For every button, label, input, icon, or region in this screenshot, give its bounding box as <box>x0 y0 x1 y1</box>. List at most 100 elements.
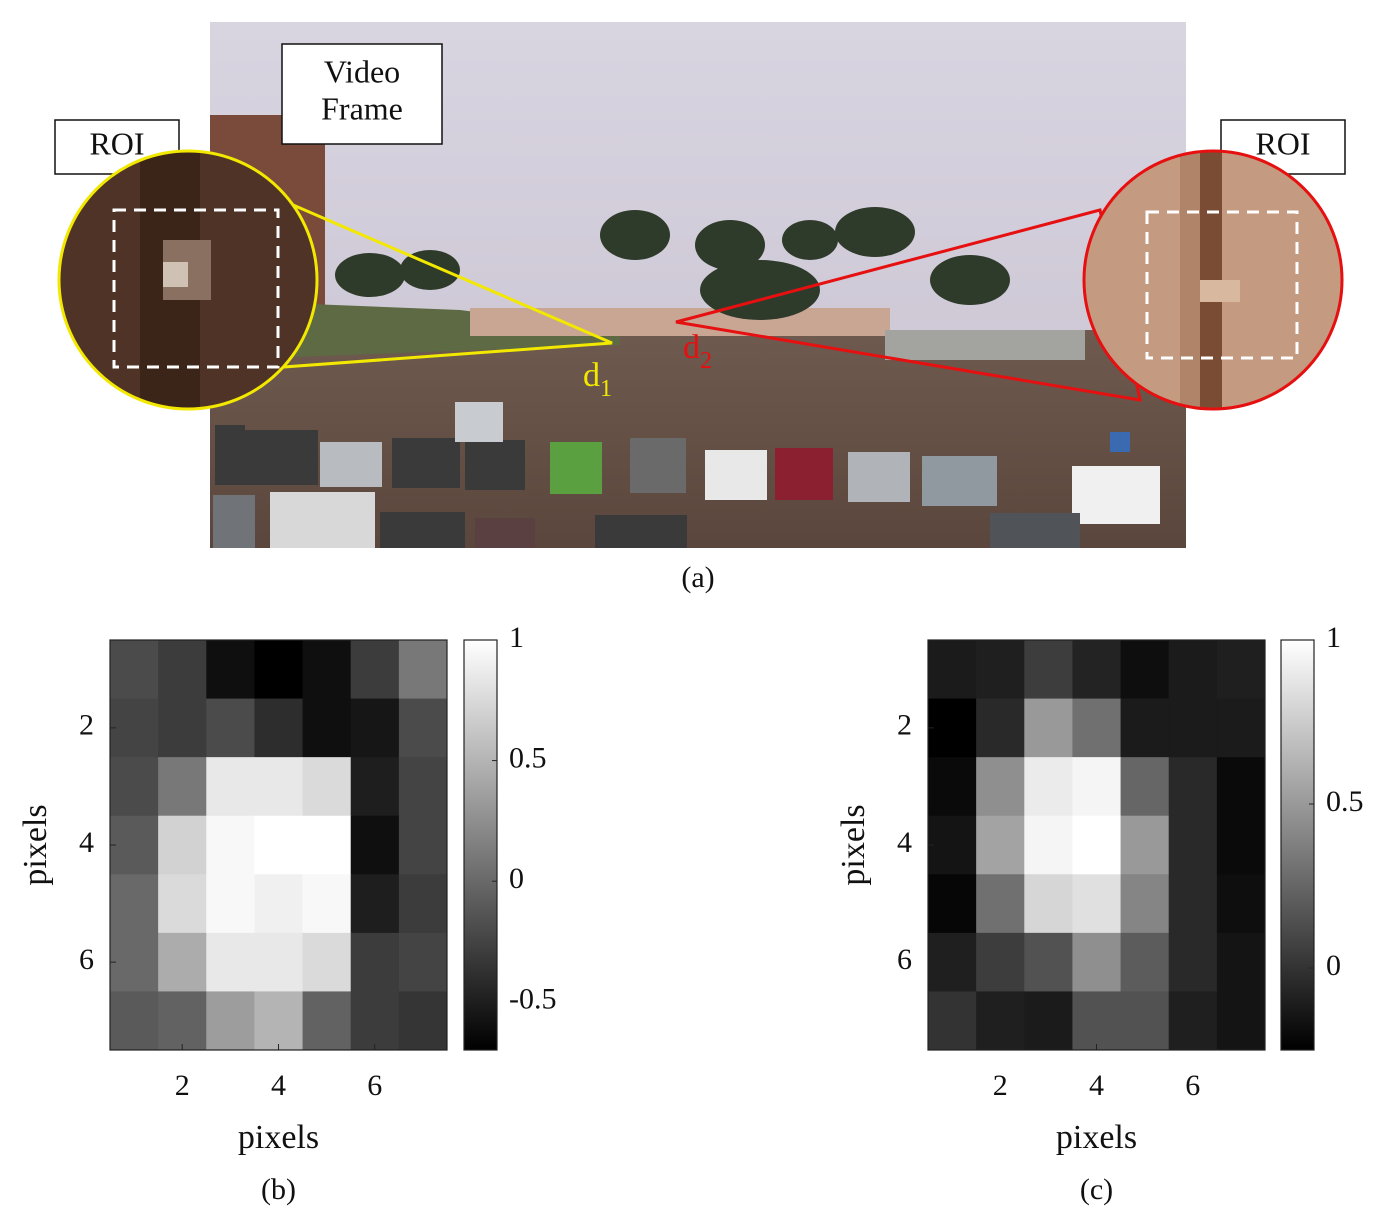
heatmap-cell <box>398 932 448 992</box>
x-tick-label: 2 <box>175 1069 190 1102</box>
heatmap-cell <box>350 757 400 817</box>
heatmap-cell <box>302 698 352 758</box>
heatmap-cell <box>110 932 159 992</box>
heatmap-cell <box>928 757 977 817</box>
heatmap-cell <box>398 991 448 1051</box>
heatmap-cell <box>928 874 977 934</box>
colorbar-tick-label: 0 <box>509 862 524 895</box>
heatmap-cell <box>976 991 1025 1051</box>
colorbar-tick-label: 0 <box>1326 949 1341 982</box>
heatmap-cell <box>976 932 1025 992</box>
heatmap-cell <box>110 991 159 1051</box>
heatmap-cell <box>254 932 304 992</box>
d1-label: d1 <box>583 357 612 402</box>
colorbar-tick-label: 1 <box>509 621 524 654</box>
heatmap-cell <box>1120 991 1170 1051</box>
heatmap-cell <box>206 815 255 875</box>
heatmap-cell <box>302 640 352 700</box>
heatmap-cell <box>1216 757 1266 817</box>
heatmap-cell <box>1216 815 1266 875</box>
heatmap-cell <box>110 757 159 817</box>
y-tick-label: 2 <box>897 709 912 742</box>
colorbar-tick-label: 0.5 <box>1326 785 1364 818</box>
x-tick-label: 4 <box>1089 1069 1104 1102</box>
heatmap-cell <box>976 815 1025 875</box>
heatmap-cell <box>158 991 207 1051</box>
heatmap-cell <box>1024 815 1073 875</box>
heatmap-cell <box>398 757 448 817</box>
heatmap-cell <box>254 698 304 758</box>
caption: (a) <box>681 561 714 594</box>
heatmap-cell <box>158 815 207 875</box>
y-tick-label: 6 <box>897 943 912 976</box>
y-tick-label: 2 <box>79 709 94 742</box>
heatmap-cell <box>1216 991 1266 1051</box>
heatmap-cell <box>1072 757 1122 817</box>
colorbar-tick-label: 0.5 <box>509 741 547 774</box>
y-axis-label: pixels <box>17 804 54 885</box>
y-tick-label: 4 <box>897 826 912 859</box>
colorbar <box>463 639 498 1051</box>
video-frame-photo: ROI ROI Video Frame d1 d2 (a) <box>54 22 1346 594</box>
heatmap-cell <box>1168 874 1218 934</box>
heatmap-cell <box>1168 640 1218 700</box>
video-frame-label: Frame <box>321 90 403 126</box>
heatmap-cell <box>1024 640 1073 700</box>
heatmap-cell <box>1072 640 1122 700</box>
heatmap-cell <box>350 815 400 875</box>
heatmap-cell <box>158 932 207 992</box>
heatmap-cell <box>350 640 400 700</box>
roi-label: ROI <box>89 125 144 161</box>
heatmap-cell <box>350 991 400 1051</box>
heatmap-cell <box>254 874 304 934</box>
heatmap-cell <box>350 932 400 992</box>
heatmap-cell <box>158 698 207 758</box>
heatmap-cell <box>976 757 1025 817</box>
heatmap-cell <box>1168 991 1218 1051</box>
d1-base: d <box>583 357 600 394</box>
heatmap-cell <box>302 874 352 934</box>
heatmap-cell <box>976 874 1025 934</box>
heatmap-cell <box>1024 757 1073 817</box>
heatmap-cell <box>928 991 977 1051</box>
caption: (b) <box>261 1173 296 1206</box>
heatmap-cell <box>928 815 977 875</box>
video-frame-label: Video <box>324 53 400 89</box>
heatmap-cell <box>1216 874 1266 934</box>
heatmap-cell <box>398 640 448 700</box>
y-tick-label: 6 <box>79 943 94 976</box>
heatmap-cell <box>350 698 400 758</box>
heatmap-cell <box>206 874 255 934</box>
heatmap-cell <box>254 640 304 700</box>
heatmap-cell <box>206 932 255 992</box>
heatmap-cell <box>158 757 207 817</box>
heatmap-cell <box>110 874 159 934</box>
heatmap-cell <box>302 991 352 1051</box>
heatmap-cell <box>206 757 255 817</box>
heatmap-cell <box>1216 932 1266 992</box>
x-tick-label: 2 <box>993 1069 1008 1102</box>
heatmap-cell <box>1072 874 1122 934</box>
heatmap-cell <box>1072 815 1122 875</box>
heatmap-cell <box>1120 874 1170 934</box>
heatmap-cell <box>398 698 448 758</box>
heatmap-cell <box>350 874 400 934</box>
x-tick-label: 6 <box>1185 1069 1200 1102</box>
heatmap-cell <box>158 874 207 934</box>
heatmap-cell <box>1168 698 1218 758</box>
heatmap-cell <box>254 815 304 875</box>
heatmap-cell <box>302 932 352 992</box>
heatmap-cell <box>1120 698 1170 758</box>
colorbar <box>1280 639 1315 1051</box>
heatmap-cell <box>1120 932 1170 992</box>
colorbar-tick-label: 1 <box>1326 621 1341 654</box>
heatmap-cell <box>1168 757 1218 817</box>
d2-sub: 2 <box>700 348 712 374</box>
heatmap-cell <box>976 640 1025 700</box>
heatmap-cell <box>1024 874 1073 934</box>
heatmap-cell <box>110 698 159 758</box>
heatmap-cell <box>1216 640 1266 700</box>
x-tick-label: 6 <box>367 1069 382 1102</box>
colorbar-tick-label: -0.5 <box>509 983 557 1016</box>
heatmap-cell <box>928 698 977 758</box>
